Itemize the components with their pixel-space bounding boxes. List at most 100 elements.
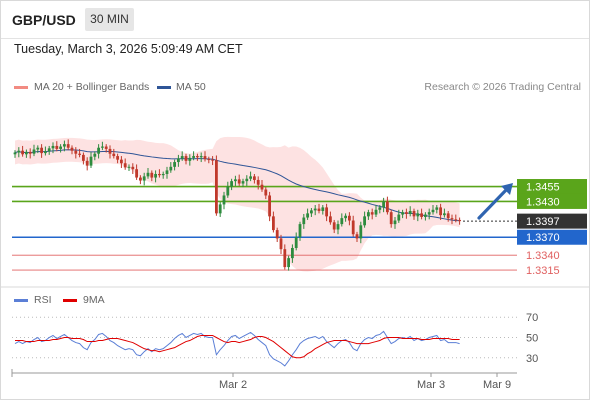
- candle-body: [295, 237, 298, 248]
- candle-body: [78, 154, 81, 155]
- x-tick-label: Mar 2: [219, 379, 247, 391]
- candle-body: [74, 151, 77, 154]
- candle-body: [230, 181, 233, 186]
- candle-body: [242, 181, 245, 183]
- candle-body: [245, 179, 248, 181]
- candle-body: [90, 157, 93, 166]
- candle-body: [268, 195, 271, 216]
- candle-body: [394, 221, 397, 225]
- candle-body: [340, 218, 343, 224]
- candle-body: [264, 190, 267, 196]
- candle-body: [67, 144, 70, 148]
- candle-body: [181, 156, 184, 158]
- candle-body: [112, 154, 115, 156]
- candle-body: [443, 213, 446, 215]
- candle-body: [420, 213, 423, 217]
- candle-body: [409, 211, 412, 214]
- candle-body: [359, 225, 362, 238]
- candle-body: [101, 147, 104, 148]
- candle-body: [318, 209, 321, 211]
- level-label-1.3455: 1.3455: [517, 179, 587, 194]
- candle-body: [261, 185, 264, 190]
- level-text: 1.3315: [526, 265, 560, 277]
- candle-body: [71, 148, 74, 151]
- candle-body: [147, 173, 150, 177]
- candle-body: [105, 147, 108, 149]
- candle-body: [169, 167, 172, 171]
- candle-body: [344, 216, 347, 218]
- candle-body: [143, 176, 146, 180]
- level-label-1.3315: 1.3315: [526, 265, 560, 277]
- level-text: 1.3430: [526, 196, 560, 208]
- rsi-tick-label: 70: [526, 312, 538, 324]
- candle-body: [302, 218, 305, 225]
- candle-body: [226, 187, 229, 196]
- candle-body: [185, 156, 188, 161]
- candle-body: [17, 151, 20, 153]
- candle-body: [204, 156, 207, 159]
- candle-body: [158, 174, 161, 175]
- candle-body: [454, 219, 457, 220]
- candle-body: [109, 149, 112, 154]
- candle-body: [405, 212, 408, 214]
- candle-body: [378, 207, 381, 209]
- rsi-ma-line: [15, 335, 460, 357]
- candle-body: [390, 212, 393, 224]
- candle-body: [135, 169, 138, 177]
- candle-body: [416, 213, 419, 216]
- candle-body: [63, 144, 66, 146]
- candle-body: [128, 167, 131, 168]
- candle-body: [382, 201, 385, 207]
- candle-body: [55, 146, 58, 149]
- candle-body: [124, 163, 127, 167]
- candle-body: [173, 162, 176, 167]
- candle-body: [314, 209, 317, 211]
- candle-body: [306, 213, 309, 217]
- candle-body: [139, 178, 142, 181]
- rsi-tick-label: 50: [526, 333, 538, 345]
- candle-body: [196, 156, 199, 157]
- candle-body: [371, 212, 374, 214]
- level-label-1.3370: 1.3370: [517, 230, 587, 245]
- candle-body: [424, 215, 427, 217]
- candle-body: [333, 222, 336, 229]
- candle-body: [280, 238, 283, 249]
- candle-body: [33, 150, 36, 154]
- candle-body: [439, 207, 442, 215]
- candle-body: [234, 179, 237, 181]
- candle-body: [253, 176, 256, 180]
- candle-body: [131, 167, 134, 169]
- x-tick-label: Mar 9: [483, 379, 511, 391]
- candle-body: [48, 148, 51, 151]
- candle: [215, 155, 218, 215]
- candle-body: [435, 207, 438, 209]
- rsi-tick-label: 30: [526, 353, 538, 365]
- candle-body: [352, 221, 355, 235]
- candle-body: [249, 176, 252, 178]
- candle-body: [29, 152, 32, 154]
- candle-body: [200, 156, 203, 157]
- candle-body: [86, 161, 89, 166]
- candle-body: [93, 154, 96, 157]
- candle-body: [386, 201, 389, 212]
- candle-body: [215, 160, 218, 213]
- candle-body: [120, 160, 123, 164]
- candle-body: [401, 212, 404, 214]
- candle-body: [321, 207, 324, 211]
- candle-body: [363, 216, 366, 225]
- bollinger-band: [15, 137, 460, 272]
- level-text: 1.3455: [526, 182, 560, 194]
- candle-body: [348, 216, 351, 221]
- forecast-arrow-shaft: [479, 188, 508, 218]
- candle-body: [177, 158, 180, 162]
- candle-body: [219, 204, 222, 213]
- candle-body: [162, 174, 165, 175]
- candle-body: [458, 220, 461, 221]
- candle-body: [97, 148, 100, 154]
- candle-body: [272, 216, 275, 230]
- level-text: 1.3370: [526, 232, 560, 244]
- candle-body: [116, 156, 119, 160]
- level-label-1.3340: 1.3340: [526, 250, 560, 262]
- candle-body: [276, 230, 279, 238]
- candle-body: [291, 248, 294, 258]
